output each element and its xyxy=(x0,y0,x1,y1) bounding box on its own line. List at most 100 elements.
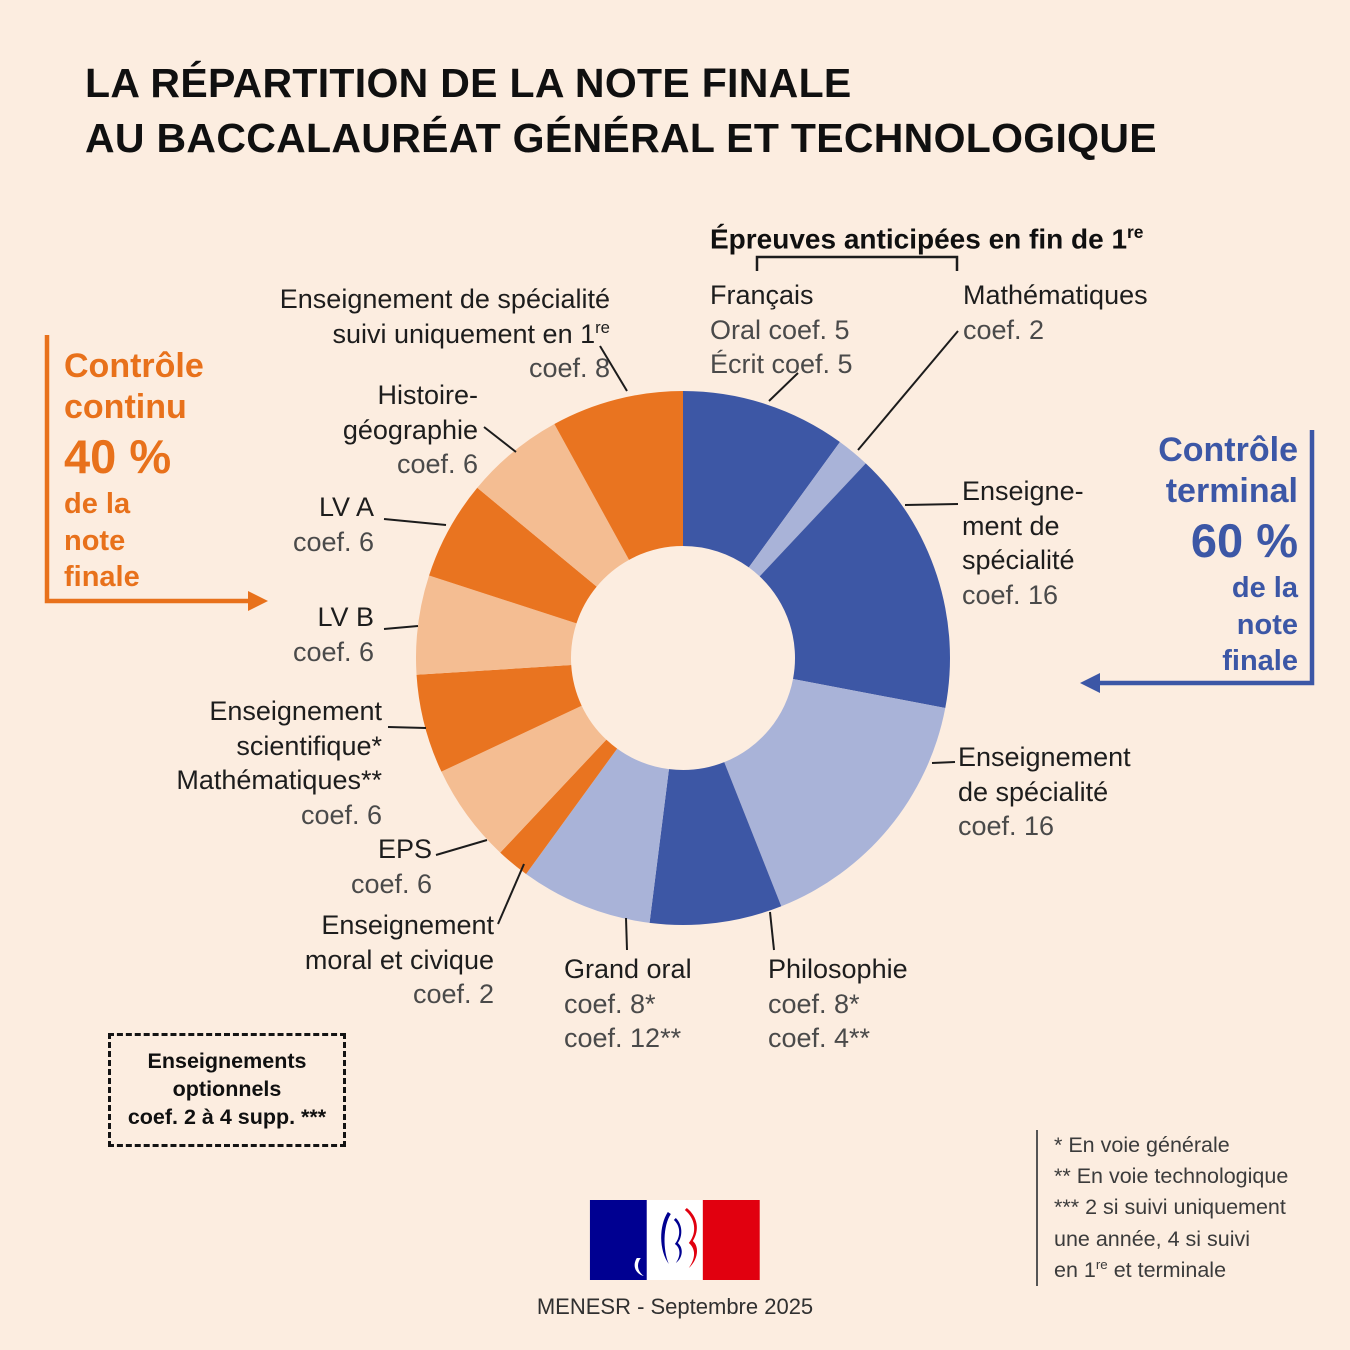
marianne-logo xyxy=(590,1200,760,1280)
leader-spe16-haut xyxy=(904,503,959,506)
leader-spe-premiere xyxy=(599,345,628,392)
continu-sub-3: finale xyxy=(64,560,140,593)
subject-name: Enseignement xyxy=(958,742,1131,772)
continu-sub-1: de la xyxy=(64,488,131,521)
leader-lines xyxy=(383,330,959,951)
donut-segment xyxy=(477,424,630,587)
terminal-arrow-line xyxy=(1098,430,1315,686)
subject-name: Enseignement de spécialité xyxy=(279,284,610,314)
subject-name: LV A xyxy=(318,492,374,522)
coef-value: coef. 6 xyxy=(300,799,382,830)
logo-red-band xyxy=(703,1200,760,1280)
logo-profile-face xyxy=(685,1208,698,1268)
optional-box-line: Enseignements xyxy=(147,1049,307,1073)
leader-lvb xyxy=(383,625,419,630)
label-lva: LV A coef. 6 xyxy=(293,490,374,559)
continu-arrowhead-icon xyxy=(248,591,268,611)
leader-francais xyxy=(768,372,799,402)
donut-segment xyxy=(416,575,577,675)
page-title: LA RÉPARTITION DE LA NOTE FINALE AU BACC… xyxy=(85,56,1157,166)
coef-value: coef. 16 xyxy=(958,811,1055,842)
donut-segment xyxy=(441,705,607,853)
footnote-line: une année, 4 si suivi xyxy=(1054,1226,1251,1251)
subject-name: scientifique* xyxy=(236,730,382,761)
coef-value: coef. 6 xyxy=(292,636,374,667)
title-line-2: AU BACCALAURÉAT GÉNÉRAL ET TECHNOLOGIQUE xyxy=(85,114,1157,161)
subject-name: LV B xyxy=(317,602,374,632)
optional-box-line: coef. 2 à 4 supp. *** xyxy=(127,1104,327,1129)
donut-segment xyxy=(429,487,597,624)
subject-name: de spécialité xyxy=(958,776,1109,807)
logo-swirl-icon xyxy=(634,1258,644,1276)
subject-text: suivi uniquement en 1 xyxy=(332,318,596,349)
donut-chart xyxy=(416,391,950,925)
coef-value: coef. 8* xyxy=(768,988,860,1019)
donut-segment xyxy=(500,739,618,875)
label-francais: Français Oral coef. 5 Écrit coef. 5 xyxy=(710,278,853,382)
donut-segment xyxy=(416,665,582,772)
controle-terminal-annotation: Contrôle terminal 60 % de la note finale xyxy=(1158,430,1298,679)
logo-profile-mid xyxy=(674,1218,682,1263)
controle-continu-arrow xyxy=(44,335,268,611)
coef-value: coef. 16 xyxy=(962,579,1059,610)
leader-eps xyxy=(435,839,488,856)
subject-name: moral et civique xyxy=(304,944,494,975)
continu-word-1: Contrôle xyxy=(64,347,204,385)
subject-name: Histoire- xyxy=(377,380,478,410)
terminal-sub-2: note xyxy=(1236,608,1298,641)
logo-blue-band xyxy=(590,1200,647,1280)
label-eps: EPS coef. 6 xyxy=(351,832,432,901)
coef-value: coef. 6 xyxy=(396,449,478,480)
footnote-line: *** 2 si suivi uniquement xyxy=(1054,1195,1286,1220)
coef-value: coef. 8* xyxy=(564,988,656,1019)
coef-value: coef. 8 xyxy=(528,353,610,384)
subject-sup: re xyxy=(595,317,610,337)
subject-name: Français xyxy=(710,280,814,310)
footnote-line: en 1re et terminale xyxy=(1054,1256,1227,1282)
subject-name: suivi uniquement en 1re xyxy=(280,317,610,352)
footer-caption: MENESR - Septembre 2025 xyxy=(536,1294,814,1319)
footnotes: * En voie générale ** En voie technologi… xyxy=(1036,1130,1288,1287)
donut-segment xyxy=(683,391,840,568)
controle-terminal-arrow xyxy=(1080,430,1315,693)
leader-mathematiques xyxy=(857,330,959,451)
label-enseignement-scientifique: Enseignement scientifique* Mathématiques… xyxy=(176,694,382,832)
label-histoire-geographie: Histoire- géographie coef. 6 xyxy=(343,378,478,482)
continu-word-2: continu xyxy=(64,387,187,426)
leader-ens-sci xyxy=(387,726,427,729)
coef-value: Écrit coef. 5 xyxy=(710,349,853,380)
terminal-sub-1: de la xyxy=(1231,572,1298,605)
coef-value: coef. 2 xyxy=(412,979,494,1010)
epreuves-anticipees-heading: Épreuves anticipées en fin de 1re xyxy=(710,222,1143,255)
title-line-1: LA RÉPARTITION DE LA NOTE FINALE xyxy=(85,60,852,106)
logo-white-band xyxy=(647,1200,703,1280)
footnote-line: * En voie générale xyxy=(1054,1133,1230,1157)
logo-profile-back xyxy=(661,1212,671,1264)
coef-value: coef. 2 xyxy=(963,314,1045,345)
leader-grand-oral xyxy=(625,917,628,951)
donut-segment xyxy=(649,762,782,925)
terminal-word-1: Contrôle xyxy=(1158,431,1298,469)
terminal-arrowhead-icon xyxy=(1080,673,1100,693)
donut-segment xyxy=(724,678,946,907)
subject-name: Grand oral xyxy=(564,954,692,984)
controle-continu-annotation: Contrôle continu 40 % de la note finale xyxy=(64,346,204,595)
label-philosophie: Philosophie coef. 8* coef. 4** xyxy=(768,952,908,1056)
leader-spe16-bas xyxy=(931,761,956,764)
coef-value: coef. 12** xyxy=(564,1023,682,1054)
donut-segment xyxy=(526,748,669,923)
leader-emc xyxy=(497,863,525,925)
terminal-percent: 60 % xyxy=(1190,513,1298,567)
label-specialite-bas: Enseignement de spécialité coef. 16 xyxy=(958,740,1131,844)
leader-lva xyxy=(383,518,447,526)
coef-value: coef. 4** xyxy=(768,1023,871,1054)
epreuves-bracket xyxy=(755,255,959,271)
footer: MENESR - Septembre 2025 xyxy=(537,1200,813,1320)
subject-name: Mathématiques xyxy=(963,280,1148,310)
terminal-word-2: terminal xyxy=(1165,471,1298,510)
subject-name: Philosophie xyxy=(768,954,908,984)
coef-value: Oral coef. 5 xyxy=(710,314,850,345)
subject-name: Enseigne- xyxy=(962,476,1084,506)
